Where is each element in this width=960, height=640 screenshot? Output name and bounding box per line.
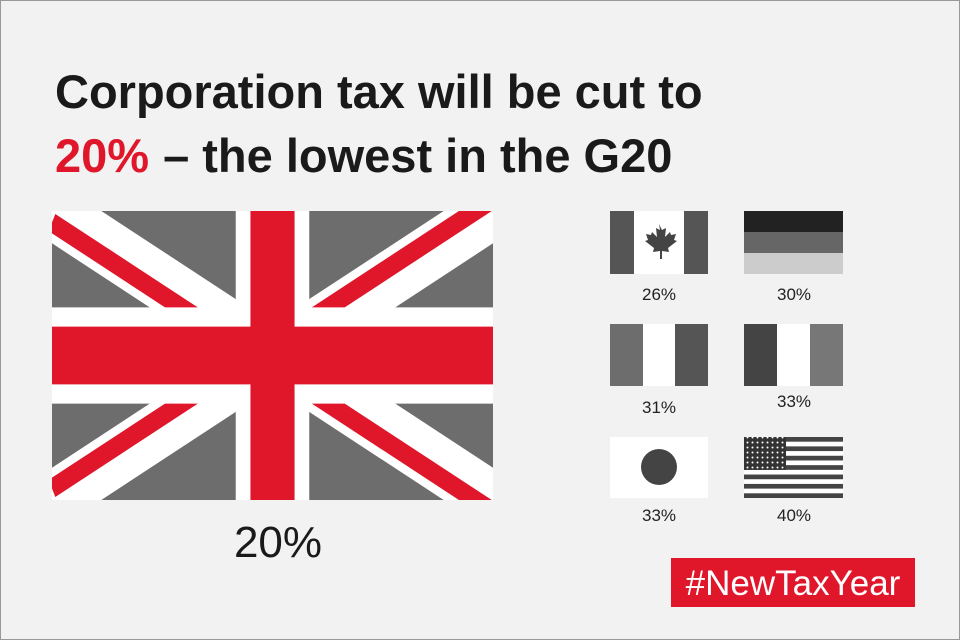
germany-flag: [744, 211, 843, 274]
usa-flag: [744, 437, 843, 498]
title-line1: Corporation tax will be cut to: [55, 65, 703, 118]
title-highlight: 20%: [55, 129, 149, 182]
hashtag-box: [671, 558, 915, 607]
hashtag: #NewTaxYear: [686, 564, 901, 603]
france-flag: [610, 324, 708, 386]
flag-part: [744, 437, 786, 470]
japan-flag: [610, 437, 708, 498]
title-line2: 20% – the lowest in the G20: [55, 129, 672, 182]
flag-part: [744, 455, 843, 461]
flag-part: [744, 483, 843, 489]
flag-label: 30%: [777, 285, 811, 304]
flag-label: 26%: [642, 285, 676, 304]
flag-part: [744, 437, 843, 442]
flag-label: 31%: [642, 398, 676, 417]
flag-part: [744, 465, 843, 470]
flag-label: 33%: [777, 392, 811, 411]
uk-flag-art: [52, 211, 493, 500]
flag-part: [744, 446, 843, 452]
title-rest: – the lowest in the G20: [163, 129, 672, 182]
flag-label: 33%: [642, 506, 676, 525]
canada-flag: [610, 211, 708, 274]
main-flag-label: 20%: [234, 518, 322, 567]
uk-flag: [52, 211, 493, 500]
flag-label: 40%: [777, 506, 811, 525]
flag-part: [744, 493, 843, 498]
italy-flag: [744, 324, 843, 386]
flag-part: [744, 474, 843, 480]
